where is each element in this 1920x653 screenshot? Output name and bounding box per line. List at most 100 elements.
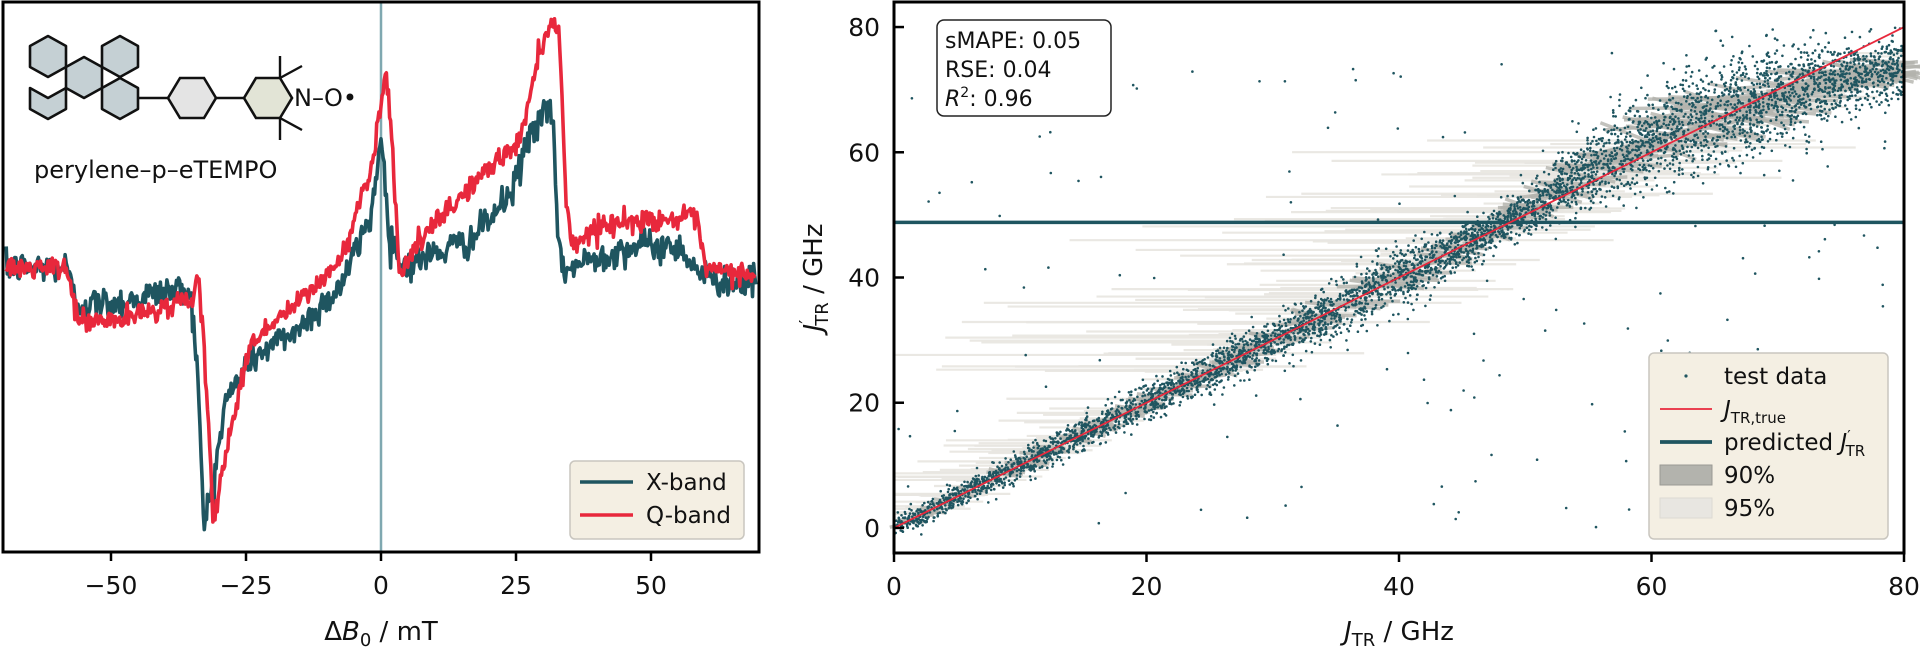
test-data-point — [1218, 373, 1221, 377]
test-data-point — [1563, 184, 1566, 187]
test-data-point — [1212, 403, 1216, 406]
test-data-point — [1098, 434, 1101, 438]
test-data-point — [1389, 296, 1393, 300]
test-data-point — [1374, 306, 1377, 310]
test-data-point — [1865, 85, 1868, 89]
test-data-point — [1689, 149, 1692, 153]
test-data-point — [1129, 407, 1132, 410]
test-data-point — [1218, 362, 1221, 365]
test-data-point — [1285, 335, 1288, 338]
test-data-point — [1082, 423, 1085, 427]
test-data-point — [1666, 339, 1670, 342]
test-data-point — [1842, 80, 1846, 83]
test-data-point — [1398, 202, 1401, 205]
test-data-point — [1086, 432, 1090, 436]
test-data-point — [1355, 291, 1359, 295]
test-data-point — [1839, 70, 1843, 73]
test-data-point — [1273, 341, 1276, 344]
test-data-point — [1840, 83, 1843, 86]
test-data-point — [1601, 166, 1605, 169]
test-data-point — [1587, 168, 1590, 172]
test-data-point — [1681, 83, 1685, 87]
test-data-point — [1783, 127, 1787, 131]
test-data-point — [1773, 37, 1777, 40]
test-data-point — [1881, 59, 1885, 63]
test-data-point — [1172, 385, 1176, 389]
test-data-point — [1701, 80, 1705, 83]
test-data-point — [1820, 49, 1824, 52]
test-data-point — [1561, 177, 1564, 181]
test-data-point — [1672, 122, 1676, 125]
test-data-point — [1832, 53, 1835, 56]
test-data-point — [1896, 97, 1900, 101]
test-data-point — [1755, 111, 1758, 114]
test-data-point — [1736, 122, 1739, 126]
test-data-point — [1812, 77, 1816, 81]
test-data-point — [1274, 332, 1277, 336]
test-data-point — [1162, 382, 1166, 386]
test-data-point — [1284, 309, 1287, 312]
test-data-point — [1763, 80, 1767, 83]
test-data-point — [1060, 458, 1063, 462]
test-data-point — [1248, 355, 1252, 359]
test-data-point — [1823, 117, 1826, 120]
test-data-point — [1535, 177, 1538, 180]
test-data-point — [1618, 162, 1622, 166]
test-data-point — [966, 480, 969, 484]
test-data-point — [1527, 198, 1531, 202]
test-data-point — [1356, 330, 1360, 334]
test-data-point — [1718, 123, 1722, 126]
test-data-point — [1458, 235, 1461, 239]
test-data-point — [1718, 71, 1722, 74]
test-data-point — [1334, 279, 1338, 283]
test-data-point — [1271, 331, 1275, 334]
test-data-point — [1891, 62, 1894, 65]
test-data-point — [924, 520, 927, 524]
test-data-point — [1434, 267, 1437, 270]
test-data-point — [1570, 168, 1573, 172]
x-tick-label: −25 — [220, 571, 273, 600]
test-data-point — [1324, 306, 1327, 310]
test-data-point — [1302, 319, 1305, 322]
test-data-point — [1380, 267, 1383, 271]
test-data-point — [1351, 288, 1355, 292]
test-data-point — [956, 500, 959, 504]
test-data-point — [1655, 161, 1659, 165]
test-data-point — [1896, 65, 1899, 68]
test-data-point — [1479, 237, 1482, 241]
test-data-point — [1335, 333, 1339, 336]
test-data-point — [1481, 224, 1485, 227]
test-data-point — [1404, 265, 1408, 268]
test-data-point — [1556, 178, 1559, 181]
test-data-point — [1395, 245, 1398, 248]
test-data-point — [1694, 141, 1698, 144]
test-data-point — [977, 474, 980, 477]
test-data-point — [1453, 194, 1457, 198]
test-data-point — [929, 503, 932, 506]
test-data-point — [1047, 266, 1050, 269]
test-data-point — [1623, 430, 1627, 433]
test-data-point — [1674, 130, 1678, 133]
test-data-point — [1441, 239, 1445, 242]
test-data-point — [921, 504, 924, 507]
test-data-point — [1699, 141, 1703, 144]
test-data-point — [1695, 112, 1698, 116]
test-data-point — [1443, 274, 1446, 278]
test-data-point — [903, 516, 906, 520]
test-data-point — [1100, 434, 1103, 438]
test-data-point — [1300, 320, 1303, 324]
test-data-point — [1616, 185, 1619, 188]
test-data-point — [1765, 62, 1769, 65]
test-data-point — [1624, 112, 1628, 115]
test-data-point — [1571, 120, 1574, 123]
test-data-point — [1631, 104, 1635, 108]
test-data-point — [1805, 147, 1808, 151]
test-data-point — [1645, 168, 1648, 172]
test-data-point — [1258, 339, 1261, 342]
test-data-point — [1033, 469, 1036, 473]
test-data-point — [1730, 95, 1733, 99]
test-data-point — [1201, 362, 1204, 366]
test-data-point — [1885, 45, 1889, 48]
test-data-point — [1498, 232, 1502, 236]
test-data-point — [1327, 313, 1331, 316]
